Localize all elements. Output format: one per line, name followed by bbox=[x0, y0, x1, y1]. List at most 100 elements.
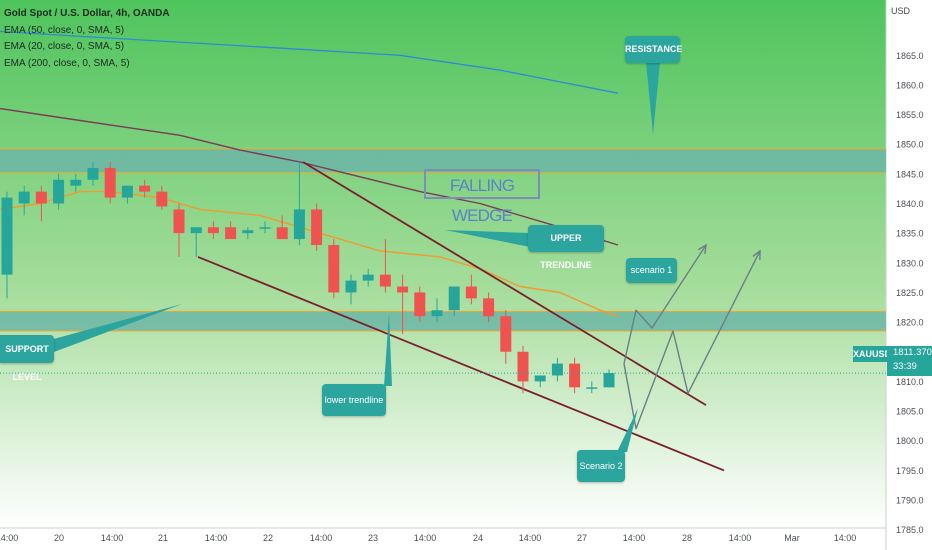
x-tick-label: 14:00 bbox=[834, 533, 857, 543]
x-tick-label: 20 bbox=[54, 533, 64, 543]
price-axis-background bbox=[886, 0, 932, 550]
ema200-line bbox=[0, 30, 619, 94]
candle-body bbox=[139, 185, 151, 192]
upper-trendline bbox=[302, 161, 707, 406]
candle-body bbox=[104, 167, 116, 198]
candle-body bbox=[35, 191, 47, 204]
indicator-ema200[interactable]: EMA (200, close, 0, SMA, 5) bbox=[4, 57, 130, 69]
scenario1-path bbox=[623, 244, 707, 364]
chart-legend: Gold Spot / U.S. Dollar, 4h, OANDA EMA (… bbox=[4, 6, 170, 72]
candle-body bbox=[551, 363, 563, 376]
candle-body bbox=[379, 274, 391, 287]
candle-body bbox=[242, 230, 254, 234]
y-tick-label: 1835.0 bbox=[896, 229, 924, 239]
candle-body bbox=[190, 227, 202, 234]
x-tick-label: 14:00 bbox=[729, 533, 752, 543]
resistance-pointer bbox=[646, 62, 660, 134]
scenario2-callout[interactable]: Scenario 2 bbox=[577, 450, 625, 482]
x-tick-label: 14:00 bbox=[623, 533, 646, 543]
x-tick-label: Mar bbox=[784, 533, 800, 543]
ema50-line bbox=[0, 107, 619, 246]
x-tick-label: 23 bbox=[368, 533, 378, 543]
plot-background bbox=[0, 0, 886, 528]
indicator-ema20[interactable]: EMA (20, close, 0, SMA, 5) bbox=[4, 41, 125, 52]
y-tick-label: 1855.0 bbox=[896, 110, 924, 120]
y-tick-label: 1795.0 bbox=[896, 466, 924, 476]
x-tick-label: 21 bbox=[158, 533, 168, 543]
resistance-zone bbox=[0, 148, 886, 173]
indicator-ema50[interactable]: EMA (50, close, 0, SMA, 5) bbox=[4, 24, 125, 36]
last-price-value: 1811.370 bbox=[893, 347, 932, 358]
scenario1-callout[interactable]: scenario 1 bbox=[626, 258, 677, 283]
candle-body bbox=[534, 375, 546, 382]
x-tick-label: 27 bbox=[577, 533, 587, 543]
x-tick-label: 14:00 bbox=[414, 533, 437, 543]
upper-trendline-callout[interactable]: UPPER TRENDLINE bbox=[528, 225, 604, 270]
y-tick-label: 1800.0 bbox=[896, 436, 924, 446]
candle-body bbox=[603, 373, 615, 388]
x-tick-label: 14:00 bbox=[205, 533, 228, 543]
candle-body bbox=[1, 197, 13, 275]
candle-body bbox=[173, 209, 185, 234]
lower-trendline-callout[interactable]: lower trendline bbox=[322, 384, 386, 416]
falling-wedge-label[interactable]: FALLING WEDGE bbox=[424, 169, 540, 225]
candle-body bbox=[328, 245, 340, 293]
candle-body bbox=[225, 227, 237, 240]
support-zone bbox=[0, 311, 886, 331]
candle-body bbox=[121, 185, 133, 198]
y-tick-label: 1790.0 bbox=[896, 496, 924, 506]
candle-body bbox=[156, 191, 168, 207]
candle-body bbox=[207, 227, 219, 234]
candle-body bbox=[87, 167, 99, 180]
x-tick-label: 22 bbox=[263, 533, 273, 543]
candle-body bbox=[414, 292, 426, 317]
symbol-title[interactable]: Gold Spot / U.S. Dollar, 4h, OANDA bbox=[4, 8, 170, 19]
candle-body bbox=[345, 280, 357, 293]
y-tick-label: 1810.0 bbox=[896, 377, 924, 387]
candle-body bbox=[431, 310, 443, 317]
y-tick-label: 1860.0 bbox=[896, 80, 924, 90]
candle-body bbox=[517, 351, 529, 382]
candle-body bbox=[465, 286, 477, 299]
lower-trendline bbox=[197, 256, 725, 472]
candle-body bbox=[18, 191, 30, 204]
y-tick-label: 1840.0 bbox=[896, 199, 924, 209]
candle-body bbox=[483, 298, 495, 317]
y-tick-label: 1830.0 bbox=[896, 258, 924, 268]
y-tick-label: 1820.0 bbox=[896, 318, 924, 328]
symbol-price-tag: XAUUSD bbox=[853, 346, 891, 362]
scenario1-arrowhead bbox=[697, 243, 707, 255]
y-tick-label: 1845.0 bbox=[896, 169, 924, 179]
currency-label: USD bbox=[891, 6, 911, 16]
scenario2-path bbox=[623, 250, 761, 430]
candle-body bbox=[53, 179, 65, 204]
x-tick-label: 14:00 bbox=[0, 533, 18, 543]
support-level-callout[interactable]: SUPPORT LEVEL bbox=[0, 335, 54, 382]
candle-body bbox=[259, 227, 271, 229]
candle-body bbox=[448, 286, 460, 311]
x-tick-label: 14:00 bbox=[101, 533, 124, 543]
x-tick-label: 24 bbox=[473, 533, 483, 543]
lower-trendline-pointer bbox=[384, 313, 392, 386]
last-price-box: 1811.370 33:39 bbox=[887, 346, 932, 376]
y-tick-label: 1850.0 bbox=[896, 140, 924, 150]
x-tick-label: 14:00 bbox=[310, 533, 333, 543]
scenario2-arrowhead bbox=[752, 249, 761, 260]
candle-body bbox=[397, 286, 409, 293]
y-tick-label: 1805.0 bbox=[896, 407, 924, 417]
y-tick-label: 1785.0 bbox=[896, 525, 924, 535]
candle-body bbox=[276, 227, 288, 240]
x-tick-label: 14:00 bbox=[519, 533, 542, 543]
candle-body bbox=[569, 363, 581, 388]
resistance-callout[interactable]: RESISTANCE bbox=[625, 36, 682, 63]
bar-countdown: 33:39 bbox=[893, 361, 917, 372]
candle-body bbox=[311, 209, 323, 246]
x-tick-label: 28 bbox=[682, 533, 692, 543]
candle-body bbox=[586, 387, 598, 389]
candle-body bbox=[500, 316, 512, 352]
y-tick-label: 1825.0 bbox=[896, 288, 924, 298]
candle-body bbox=[293, 209, 305, 240]
candle-body bbox=[362, 274, 374, 281]
